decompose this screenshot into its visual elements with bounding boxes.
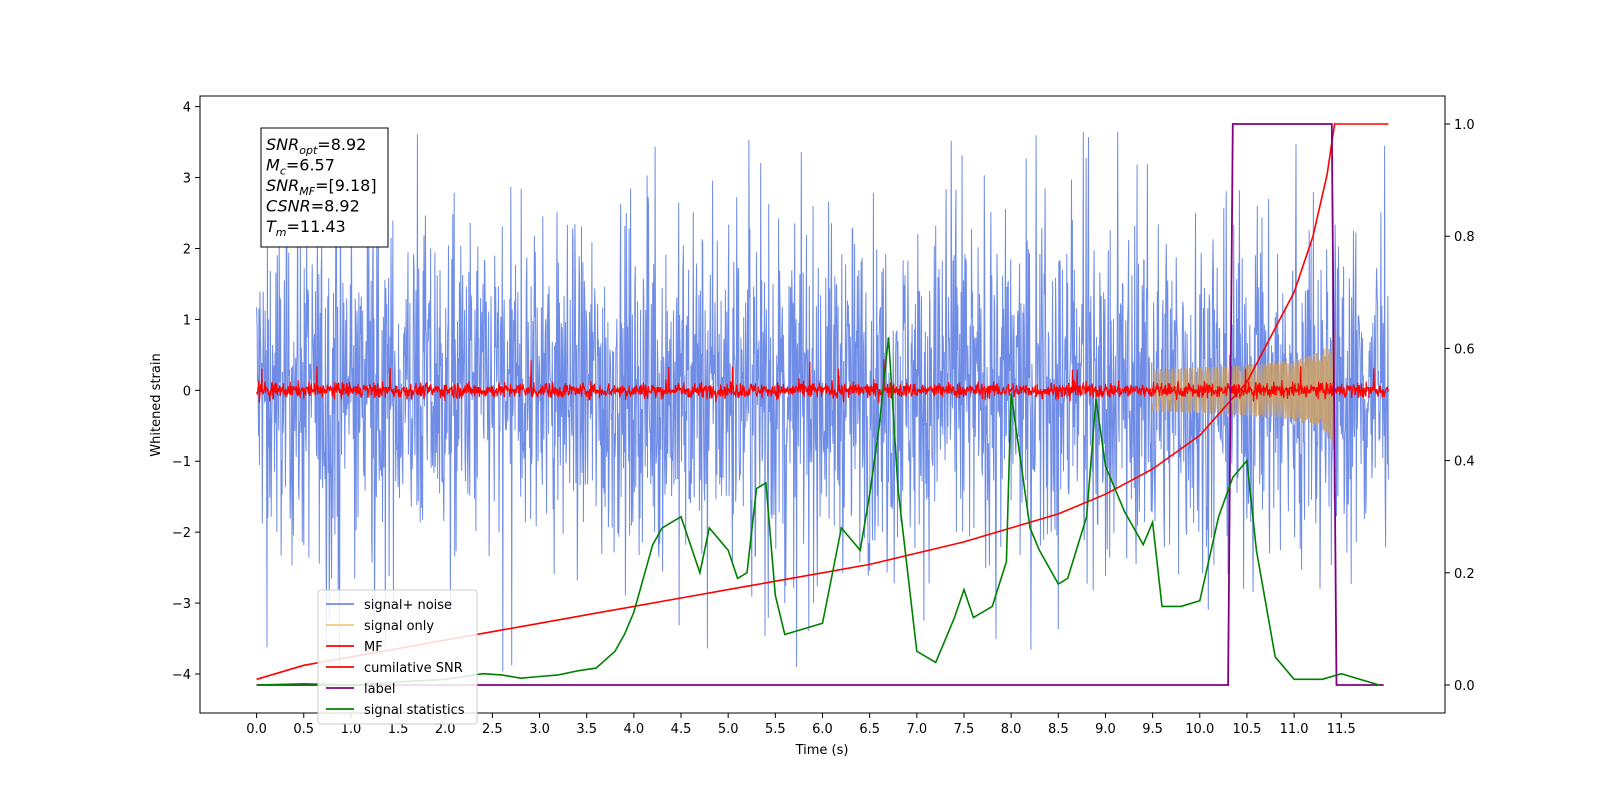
annotation-subscript: opt [299, 144, 318, 157]
x-tick-label: 10.5 [1232, 722, 1261, 737]
y-tick-label: 4 [183, 101, 191, 116]
x-tick-label: 8.5 [1048, 722, 1069, 737]
legend-label: signal only [364, 619, 434, 634]
x-tick-label: 9.5 [1142, 722, 1163, 737]
x-tick-label: 7.5 [954, 722, 975, 737]
y-tick-label: −1 [172, 455, 191, 470]
x-tick-label: 3.0 [529, 722, 550, 737]
y-tick-label: 1 [183, 313, 191, 328]
annotation-symbol: SNR [266, 135, 299, 154]
x-tick-label: 9.0 [1095, 722, 1116, 737]
x-tick-label: 8.0 [1001, 722, 1022, 737]
x-tick-label: 5.0 [718, 722, 739, 737]
legend-label: label [364, 682, 395, 697]
series-signal-only [1152, 329, 1336, 458]
annotation-value: =8.92 [317, 135, 366, 154]
annotation-symbol: T [266, 217, 277, 236]
annotation-symbol: SNR [266, 176, 299, 195]
x-tick-label: 1.5 [388, 722, 409, 737]
x-tick-label: 7.0 [906, 722, 927, 737]
y2-tick-label: 0.6 [1454, 342, 1475, 357]
y2-tick-label: 0.0 [1454, 679, 1475, 694]
y-tick-label: −4 [172, 668, 191, 683]
legend-label: cumilative SNR [364, 661, 463, 676]
annotation-line: CSNR=8.92 [266, 197, 360, 216]
x-tick-label: 0.0 [246, 722, 267, 737]
series-mf [256, 359, 1389, 404]
y-axis-label: Whitened strain [149, 353, 164, 456]
legend: signal+ noise signal only MF cumilative SNR… [317, 589, 478, 725]
annotation-symbol: M [266, 156, 280, 175]
x-tick-label: 4.5 [671, 722, 692, 737]
series-signal-noise [256, 131, 1389, 672]
annotation-value: =8.92 [311, 197, 360, 216]
y2-axis: 0.0 0.2 0.4 0.6 0.8 1.0 [1445, 118, 1475, 694]
annotation-value: =6.57 [286, 156, 335, 175]
series-signal-statistics [256, 337, 1380, 686]
annotation-subscript: m [276, 226, 287, 239]
x-tick-label: 5.5 [765, 722, 786, 737]
annotation-value: =11.43 [287, 217, 346, 236]
annotation-line: SNRMF=[9.18] [266, 176, 377, 198]
x-tick-label: 0.5 [293, 722, 314, 737]
x-tick-label: 6.5 [859, 722, 880, 737]
annotation-line: Tm=11.43 [266, 217, 346, 239]
legend-frame [317, 589, 478, 725]
legend-label: signal statistics [364, 703, 465, 718]
annotation-line: Mc=6.57 [266, 156, 335, 178]
x-tick-label: 11.0 [1280, 722, 1309, 737]
y-tick-label: 0 [183, 384, 191, 399]
x-tick-label: 10.0 [1185, 722, 1214, 737]
x-tick-label: 2.5 [482, 722, 503, 737]
y-tick-label: 3 [183, 172, 191, 187]
x-axis-label: Time (s) [795, 743, 849, 758]
y2-tick-label: 1.0 [1454, 118, 1475, 133]
series-label [256, 123, 1384, 686]
x-tick-label: 6.0 [812, 722, 833, 737]
x-tick-label: 2.0 [435, 722, 456, 737]
x-tick-label: 3.5 [576, 722, 597, 737]
x-tick-label: 1.0 [341, 722, 362, 737]
y-tick-label: −2 [172, 526, 191, 541]
x-tick-label: 4.0 [624, 722, 645, 737]
y-axis: −4 −3 −2 −1 0 1 2 3 4 [172, 101, 200, 683]
legend-label: MF [364, 640, 383, 655]
legend-label: signal+ noise [364, 598, 452, 613]
annotation-subscript: c [280, 165, 286, 178]
annotation-subscript: MF [299, 185, 315, 198]
annotation-frame [260, 127, 389, 248]
y2-tick-label: 0.8 [1454, 230, 1475, 245]
y-tick-label: −3 [172, 597, 191, 612]
annotation-symbol: CSNR [266, 197, 311, 216]
annotation-line: SNRopt=8.92 [266, 135, 366, 157]
y2-tick-label: 0.2 [1454, 567, 1475, 582]
annotation-value: =[9.18] [315, 176, 377, 195]
y-tick-label: 2 [183, 242, 191, 257]
x-tick-label: 11.5 [1327, 722, 1356, 737]
y2-tick-label: 0.4 [1454, 455, 1475, 470]
annotation-box: SNRopt=8.92Mc=6.57SNRMF=[9.18]CSNR=8.92T… [260, 127, 389, 248]
x-axis: 0.0 0.5 1.0 1.5 2.0 2.5 3.0 3.5 4.0 4.5 5.0 5.5 6.0 6… [246, 713, 1356, 737]
